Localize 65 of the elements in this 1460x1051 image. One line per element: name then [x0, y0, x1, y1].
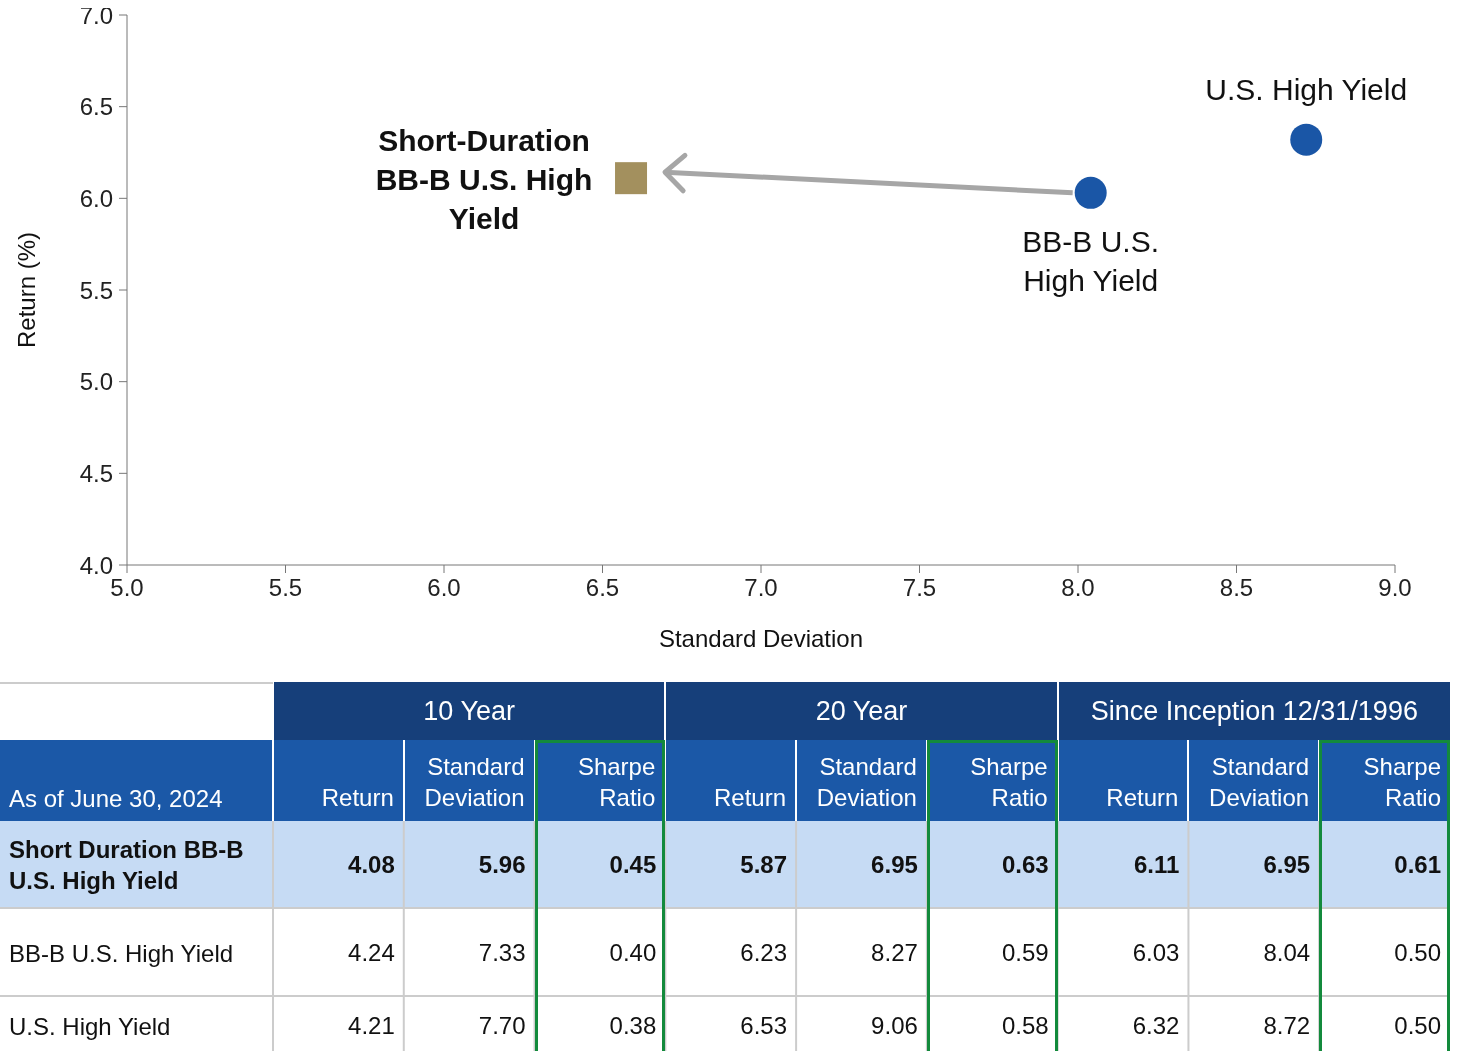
data-label: 0.40	[534, 909, 666, 997]
series-label: U.S. High Yield	[1205, 72, 1408, 106]
y-tick-label: Short Duration BB-B U.S. High Yield	[0, 821, 273, 909]
data-label: 8.04	[1188, 909, 1320, 997]
x-tick-label: Sharpe Ratio	[534, 740, 666, 821]
y-tick-label: 4.5	[79, 459, 113, 487]
series-label: Short-Duration BB-B U.S. High Yield	[375, 124, 593, 236]
y-tick-label: U.S. High Yield	[0, 997, 273, 1051]
data-label: 6.95	[796, 821, 927, 909]
data-label: 6.53	[665, 997, 797, 1051]
data-label: 6.11	[1057, 821, 1189, 909]
data-label: 0.61	[1319, 821, 1450, 909]
x-tick-label: 5.5	[268, 574, 303, 602]
data-label: 6.03	[1057, 909, 1189, 997]
x-tick-label: Standard Deviation	[1188, 740, 1320, 821]
x-tick-label: 6.0	[427, 574, 461, 602]
data-label: 6.32	[1057, 997, 1189, 1051]
y-axis-title: As of June 30, 2024	[0, 740, 273, 821]
x-tick-label: 8.5	[1219, 574, 1254, 602]
y-tick-label: 6.5	[79, 93, 113, 121]
data-label: 0.38	[534, 997, 666, 1051]
x-tick-label: 6.5	[585, 574, 620, 602]
data-label: 7.33	[403, 909, 535, 997]
x-tick-label: 7.0	[744, 574, 778, 602]
data-label: 8.72	[1188, 997, 1320, 1051]
data-label: 0.50	[1319, 909, 1450, 997]
data-label: 0.45	[534, 821, 666, 909]
data-label: 5.96	[403, 821, 535, 909]
y-tick-label: 6.0	[79, 184, 113, 212]
y-tick-label: BB-B U.S. High Yield	[0, 909, 273, 997]
data-label: 9.06	[796, 997, 927, 1051]
data-label: 4.24	[273, 909, 404, 997]
data-label: 8.27	[796, 909, 927, 997]
y-tick-label: 4.0	[79, 551, 113, 579]
data-label: 0.63	[926, 821, 1058, 909]
x-tick-label: Return	[273, 740, 404, 821]
x-tick-label: Sharpe Ratio	[1319, 740, 1450, 821]
data-label: 0.58	[926, 997, 1058, 1051]
text: 20 Year	[665, 682, 1058, 740]
data-label: 4.08	[273, 821, 404, 909]
point	[1074, 176, 1107, 209]
data-label: 5.87	[665, 821, 797, 909]
y-axis-title: Return (%)	[12, 231, 40, 349]
point	[615, 162, 648, 195]
data-label: 0.59	[926, 909, 1058, 997]
x-tick-label: Sharpe Ratio	[926, 740, 1058, 821]
data-label: 7.70	[403, 997, 535, 1051]
x-tick-label: 9.0	[1378, 574, 1412, 602]
y-tick-label: 5.5	[79, 276, 113, 304]
x-tick-label: 8.0	[1061, 574, 1095, 602]
text: Since Inception 12/31/1996	[1057, 682, 1450, 740]
x-tick-label: 7.5	[902, 574, 937, 602]
data-label: 6.95	[1188, 821, 1320, 909]
data-label: 4.21	[273, 997, 404, 1051]
series-label: BB-B U.S. High Yield	[1022, 224, 1160, 297]
x-tick-label: Return	[665, 740, 797, 821]
data-label: 0.50	[1319, 997, 1450, 1051]
x-tick-label: Standard Deviation	[796, 740, 927, 821]
x-tick-label: Return	[1057, 740, 1189, 821]
point	[1290, 123, 1323, 156]
x-axis-title: Standard Deviation	[658, 625, 864, 652]
data-label: 6.23	[665, 909, 797, 997]
text: 10 Year	[273, 682, 666, 740]
y-tick-label: 5.0	[79, 368, 113, 396]
x-tick-label: Standard Deviation	[403, 740, 535, 821]
